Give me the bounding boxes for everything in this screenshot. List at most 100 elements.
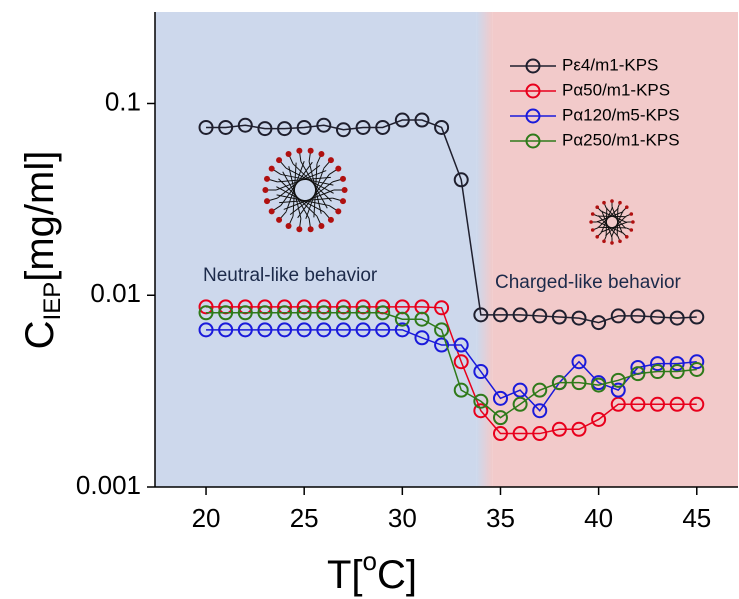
charge-dot xyxy=(595,205,600,210)
x-title-sup: o xyxy=(363,546,377,576)
polymer-chain xyxy=(600,206,614,233)
series-line xyxy=(206,312,697,419)
polymer-chain xyxy=(596,220,623,234)
polymer-chain xyxy=(276,170,327,191)
charge-dot xyxy=(589,220,593,224)
data-point xyxy=(237,117,253,133)
polymer-chain xyxy=(313,163,318,218)
charge-dot xyxy=(602,239,606,244)
charge-dot xyxy=(610,199,614,203)
data-point xyxy=(532,426,548,442)
data-point xyxy=(335,305,351,321)
region-label: Neutral-like behavior xyxy=(203,265,378,286)
x-axis-title: T[oC] xyxy=(327,546,417,597)
charge-dot xyxy=(268,208,275,215)
data-point xyxy=(650,356,666,372)
data-point xyxy=(492,426,508,442)
data-point xyxy=(296,322,312,338)
region-transition xyxy=(476,12,493,487)
data-point xyxy=(492,390,508,406)
data-point xyxy=(296,305,312,321)
y-tick-label: 0.1 xyxy=(105,86,141,116)
legend-marker xyxy=(525,133,541,149)
data-point xyxy=(650,309,666,325)
charge-dot xyxy=(318,150,325,157)
data-point xyxy=(630,396,646,412)
data-point xyxy=(532,382,548,398)
data-point xyxy=(591,315,607,331)
charge-dot xyxy=(335,208,342,215)
data-point xyxy=(237,322,253,338)
data-point xyxy=(532,308,548,324)
polymer-chain xyxy=(596,211,624,223)
data-point xyxy=(218,322,234,338)
charge-dot xyxy=(590,228,595,232)
data-point xyxy=(473,393,489,409)
data-point xyxy=(434,322,450,338)
x-tick-label: 30 xyxy=(388,503,417,533)
data-point xyxy=(355,322,371,338)
data-point xyxy=(277,305,293,321)
data-point xyxy=(453,337,469,353)
data-point xyxy=(551,421,567,437)
polymer-chain xyxy=(277,164,321,199)
charge-dot xyxy=(624,234,629,239)
charge-dot xyxy=(618,200,622,205)
data-point xyxy=(218,119,234,135)
data-point xyxy=(198,119,214,135)
data-point xyxy=(375,322,391,338)
polymer-chain xyxy=(597,215,627,218)
data-point xyxy=(689,354,705,370)
data-point xyxy=(610,372,626,388)
data-point xyxy=(335,322,351,338)
polymer-chain xyxy=(305,168,325,219)
legend-label: Pε4/m1-KPS xyxy=(562,55,658,74)
charge-dot xyxy=(339,175,346,182)
charge-dot xyxy=(318,223,325,230)
polymer-chain xyxy=(601,210,613,238)
data-point xyxy=(355,305,371,321)
polymer-chain xyxy=(601,210,628,224)
polymer-chain xyxy=(285,167,334,194)
data-point xyxy=(394,112,410,128)
data-point xyxy=(689,361,705,377)
polymer-chain xyxy=(280,161,313,206)
legend-label: Pα120/m5-KPS xyxy=(562,105,680,124)
charge-dot xyxy=(595,234,600,239)
data-point xyxy=(571,375,587,391)
data-point xyxy=(414,112,430,128)
data-point xyxy=(610,308,626,324)
data-point xyxy=(669,396,685,412)
charge-dot xyxy=(285,150,292,157)
x-tick-label: 25 xyxy=(290,503,319,533)
data-point xyxy=(473,403,489,419)
data-point xyxy=(492,307,508,323)
data-point xyxy=(218,305,234,321)
charge-dot xyxy=(327,216,334,223)
polymer-chain xyxy=(308,161,322,214)
polymer-chain xyxy=(597,215,619,237)
data-point xyxy=(394,322,410,338)
polymer-chain xyxy=(285,161,305,212)
data-point xyxy=(257,121,273,137)
polymer-chain xyxy=(611,206,623,234)
data-point xyxy=(296,119,312,135)
charge-dot xyxy=(296,226,303,233)
y-title-sub: IEP xyxy=(39,282,66,321)
charge-dot xyxy=(268,165,275,172)
polymer-chain xyxy=(597,226,627,229)
data-point xyxy=(669,364,685,380)
data-point xyxy=(316,305,332,321)
data-point xyxy=(434,300,450,316)
data-point xyxy=(512,426,528,442)
data-point xyxy=(453,172,469,188)
data-point xyxy=(257,305,273,321)
polymer-chain xyxy=(280,173,334,186)
charge-dot xyxy=(339,198,346,205)
charge-dot xyxy=(264,198,271,205)
charge-dot xyxy=(285,223,292,230)
data-point xyxy=(551,309,567,325)
charge-dot xyxy=(276,157,283,164)
data-point xyxy=(237,305,253,321)
